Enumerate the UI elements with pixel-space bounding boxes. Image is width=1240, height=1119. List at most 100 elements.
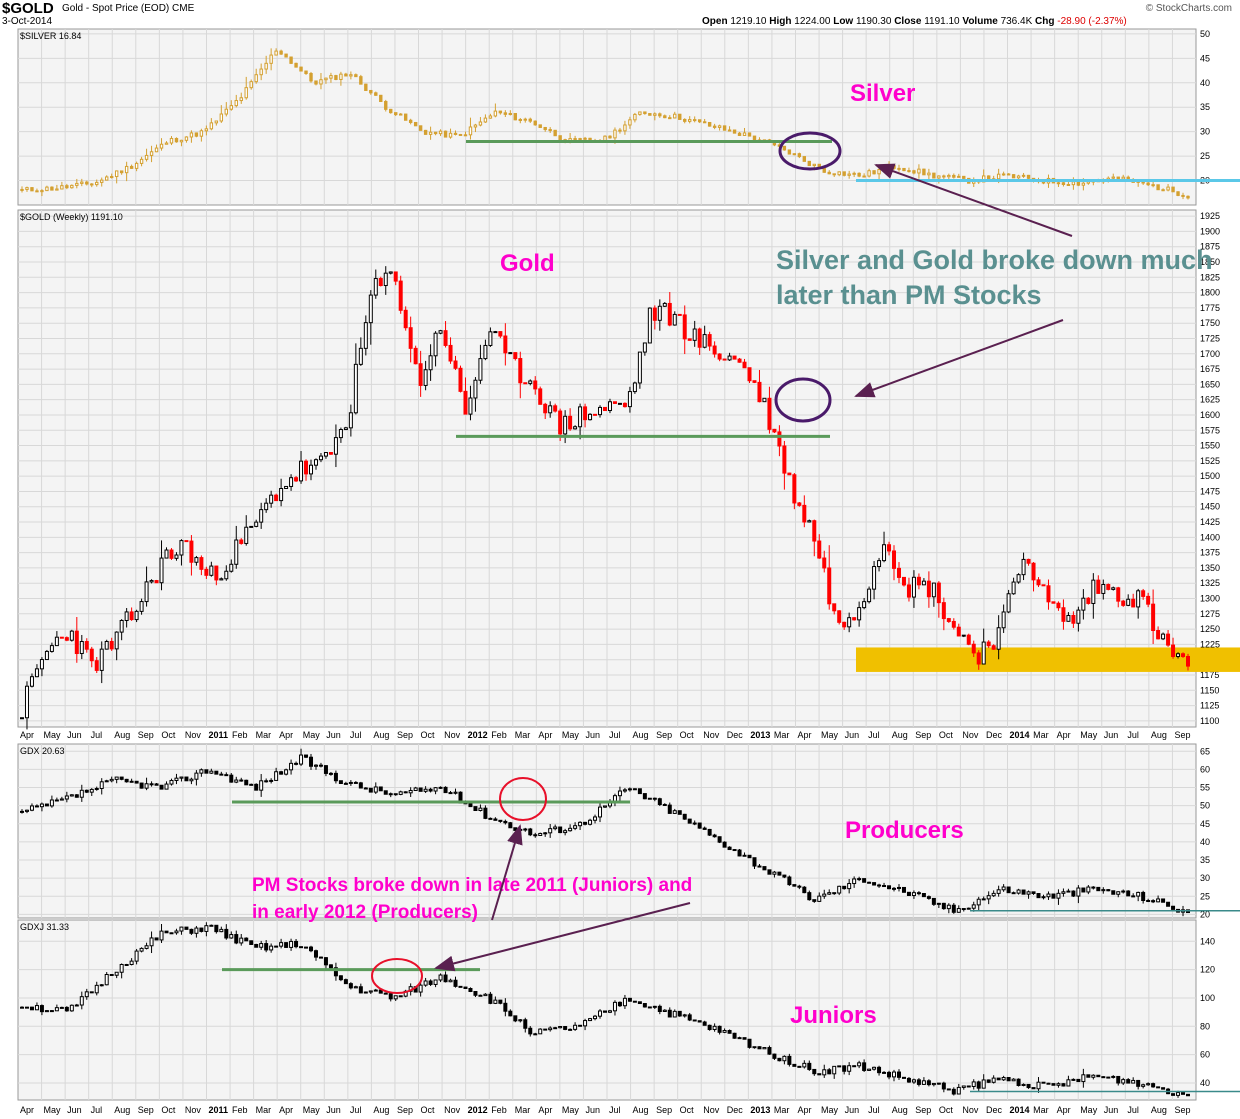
silver-candle [289, 56, 293, 64]
gdx-candle [54, 799, 59, 802]
gdxj-candle [1061, 1083, 1066, 1087]
gdxj-candle [1121, 1079, 1126, 1084]
gold-candle [513, 352, 518, 360]
gdxj-candle [837, 1065, 842, 1068]
gdxj-candle [752, 1046, 757, 1049]
silver-candle [852, 172, 856, 175]
y-tick-label: 1475 [1200, 486, 1220, 496]
gold-candle [1066, 614, 1071, 622]
gold-candle [672, 313, 677, 326]
gdxj-candle [249, 940, 254, 945]
gdxj-candle [941, 1082, 946, 1090]
gold-candle [543, 403, 548, 414]
silver-candle [209, 122, 214, 130]
y-tick-label: 60 [1200, 1050, 1210, 1060]
silver-candle [259, 68, 263, 76]
gdxj-candle [931, 1082, 936, 1086]
gdxj-candle [1071, 1078, 1076, 1081]
silver-candle [952, 174, 956, 178]
gdx-candle [837, 885, 842, 894]
gdx-candle [722, 841, 727, 848]
gdxj-candle [872, 1066, 877, 1070]
gdxj-candle [767, 1047, 772, 1055]
gdxj-candle [887, 1071, 892, 1078]
gdxj-candle [124, 963, 129, 966]
gold-candle [767, 397, 772, 430]
chart-symbol: $GOLD [2, 0, 54, 17]
gdx-candle [712, 834, 717, 838]
gold-candle [1136, 590, 1141, 608]
gold-candle [1006, 593, 1011, 613]
y-tick-label: 1225 [1200, 639, 1220, 649]
gdx-candle [194, 772, 199, 780]
gold-candle [1051, 601, 1056, 604]
silver-candle [523, 118, 527, 121]
silver-candle [822, 168, 826, 173]
x-tick-label: Sep [1174, 730, 1190, 740]
gold-candle [229, 563, 234, 572]
gdxj-candle [568, 1028, 573, 1031]
gold-candle [328, 452, 333, 455]
gdx-candle [174, 777, 179, 781]
gdx-candle [603, 805, 607, 808]
x-tick-label: Dec [986, 730, 1003, 740]
x-tick-label: May [821, 730, 839, 740]
silver-candle [578, 138, 582, 141]
gold-candle [1001, 611, 1006, 629]
gold-candle [1116, 587, 1121, 602]
silver-candle [533, 120, 537, 126]
gdxj-candle [184, 926, 189, 930]
gdx-candle [1106, 889, 1111, 892]
gold-candle [169, 549, 174, 559]
gold-candle [692, 328, 697, 341]
gdx-candle [588, 819, 593, 825]
gold-candle [284, 485, 289, 490]
x-tick-label: Mar [256, 730, 272, 740]
silver-candle [907, 170, 911, 173]
gdx-candle [558, 826, 563, 834]
gdxj-candle [603, 1010, 607, 1013]
x-tick-label: Jun [67, 1105, 82, 1115]
x-tick-label: Jun [326, 730, 341, 740]
silver-candle [1016, 175, 1021, 179]
gdxj-candle [483, 993, 488, 997]
gdxj-candle [583, 1020, 588, 1027]
gdxj-candle [119, 963, 124, 973]
silver-candle [1176, 191, 1180, 196]
gold-candle [842, 621, 847, 628]
x-tick-label: Dec [727, 1105, 744, 1115]
gold-breakdown-circle [774, 377, 832, 423]
silver-candle [623, 124, 627, 132]
gdx-candle [1091, 886, 1096, 889]
gold-candle [393, 271, 398, 282]
x-tick-label: Mar [256, 1105, 272, 1115]
y-tick-label: 80 [1200, 1021, 1210, 1031]
gold-candle [882, 544, 887, 562]
silver-candle [129, 165, 134, 169]
gdxj-candle [672, 1010, 677, 1018]
gold-candle [1151, 603, 1156, 632]
gdx-candle [24, 809, 29, 812]
gdxj-candle [1066, 1079, 1071, 1087]
y-tick-label: 1875 [1200, 242, 1220, 252]
gdxj-candle [468, 988, 473, 992]
gold-candle [1096, 579, 1101, 594]
gold-candle [732, 355, 737, 360]
silver-candle [917, 168, 921, 174]
volume-value: 736.4K [1000, 16, 1033, 27]
gold-candle [84, 641, 89, 650]
gdxj-candle [772, 1053, 777, 1059]
gdxj-candle [1171, 1093, 1176, 1096]
gdx-candle [762, 866, 767, 871]
gdxj-candle [54, 1007, 59, 1012]
gdx-candle [109, 778, 114, 782]
gdx-candle [89, 788, 94, 793]
gold-candle [553, 405, 558, 412]
gold-candle [403, 309, 408, 329]
volume-label: Volume [962, 16, 998, 27]
gdxj-candle [313, 950, 318, 958]
juniors-label: Juniors [790, 1002, 877, 1029]
gold-candle [583, 406, 588, 421]
silver-candle [558, 135, 562, 141]
gold-candle [159, 557, 164, 584]
